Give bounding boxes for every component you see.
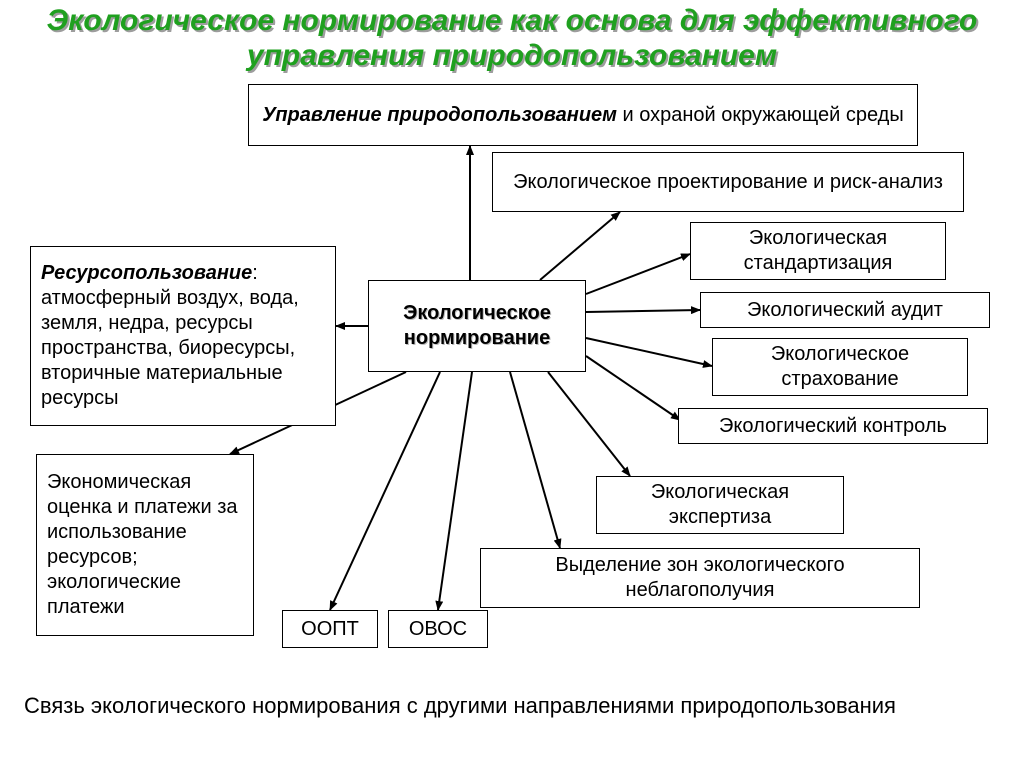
node-control: Экологический контроль: [678, 408, 988, 444]
node-expertise: Экологическая экспертиза: [596, 476, 844, 534]
node-design: Экологическое проектирование и риск-анал…: [492, 152, 964, 212]
node-zones: Выделение зон экологического неблагополу…: [480, 548, 920, 608]
caption-text: Связь экологического нормирования с друг…: [24, 693, 896, 718]
node-insurance: Экологическое страхование: [712, 338, 968, 396]
node-management: Управление природопользованием и охраной…: [248, 84, 918, 146]
page-title: Экологическое нормирование как основа дл…: [0, 4, 1024, 73]
title-text: Экологическое нормирование как основа дл…: [47, 4, 978, 72]
node-standard: Экологическая стандартизация: [690, 222, 946, 280]
node-resource: Ресурсопользование: атмосферный воздух, …: [30, 246, 336, 426]
caption: Связь экологического нормирования с друг…: [24, 692, 896, 721]
central-label: Экологическое нормирование: [379, 301, 575, 351]
node-audit: Экологический аудит: [700, 292, 990, 328]
central-node: Экологическое нормирование: [368, 280, 586, 372]
node-ovos: ОВОС: [388, 610, 488, 648]
node-economic: Экономическая оценка и платежи за исполь…: [36, 454, 254, 636]
node-oopt: ООПТ: [282, 610, 378, 648]
